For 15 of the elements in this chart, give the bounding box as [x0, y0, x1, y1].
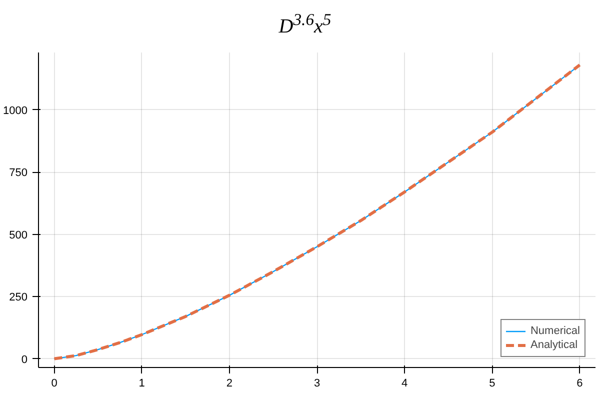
chart-title: D$^{3.6}$x$^{5}$ [278, 9, 332, 40]
x-tick-label: 5 [489, 378, 496, 390]
y-tick-label: 1000 [3, 104, 28, 117]
y-tick-label: 500 [9, 229, 28, 242]
legend-label: Numerical [530, 324, 580, 338]
y-tick-label: 250 [9, 292, 28, 304]
x-tick-label: 3 [314, 378, 320, 390]
x-tick-label: 4 [402, 378, 408, 390]
x-tick-label: 2 [226, 378, 232, 390]
legend-label: Analytical [530, 338, 578, 352]
y-tick-label: 0 [21, 354, 28, 366]
x-tick-label: 1 [138, 378, 145, 390]
y-tick-label: 750 [9, 167, 28, 180]
x-tick-label: 0 [51, 378, 58, 390]
x-tick-label: 6 [576, 378, 583, 390]
